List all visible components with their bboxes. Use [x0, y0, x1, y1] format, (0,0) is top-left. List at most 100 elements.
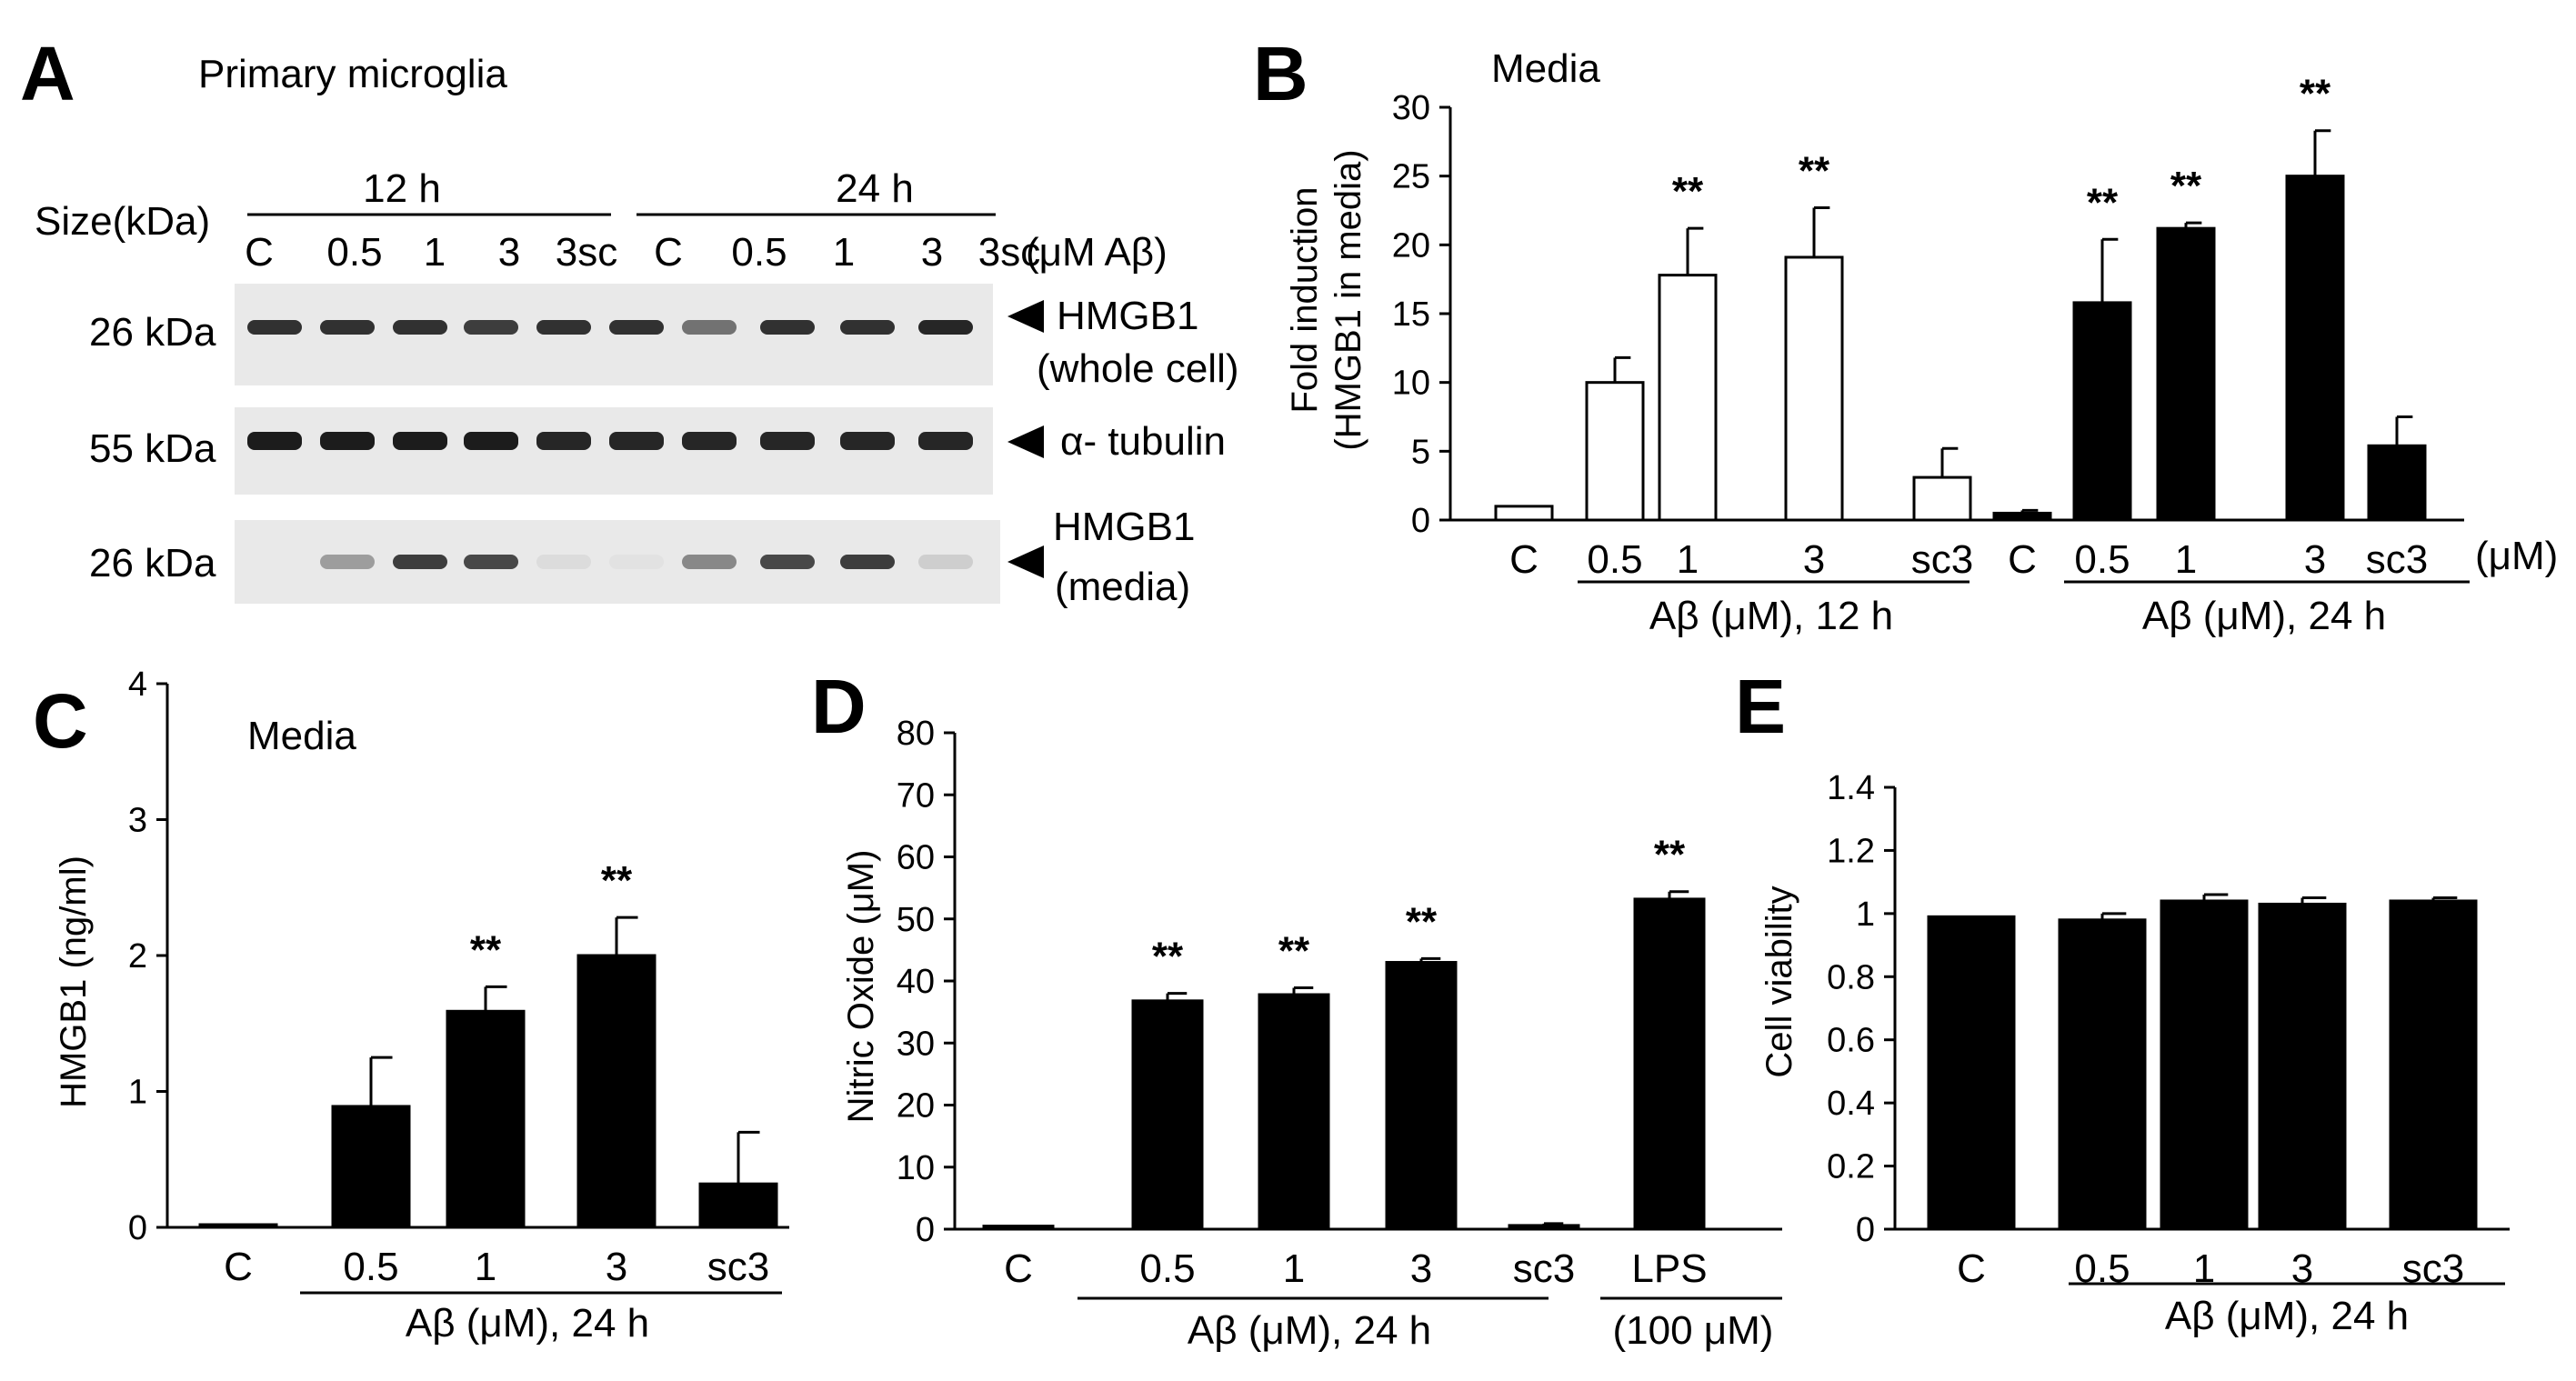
chart-b-ylabel-line1: Fold induction	[1285, 186, 1325, 413]
lane-label: 1	[424, 230, 446, 275]
significance-label: **	[1672, 169, 1704, 214]
x-tick-label: 3	[1803, 537, 1825, 582]
lane-label: 3sc	[978, 230, 1040, 275]
y-tick-label: 50	[897, 901, 935, 939]
significance-label: **	[2170, 164, 2202, 208]
blot-bands	[247, 320, 973, 569]
bar	[1633, 897, 1706, 1231]
significance-label: **	[2300, 72, 2331, 116]
lane-label: C	[245, 230, 274, 275]
y-tick-label: 1.2	[1827, 832, 1875, 870]
chart-b-title: Media	[1491, 46, 1600, 91]
bar	[2367, 444, 2427, 522]
panel-label-a: A	[20, 31, 75, 116]
panel-b: B Media Fold induction (HMGB1 in media) …	[1253, 31, 2558, 638]
bar	[1784, 255, 1844, 522]
panel-label-e: E	[1735, 664, 1786, 749]
y-tick-label: 30	[897, 1025, 935, 1063]
blot-band	[464, 432, 518, 450]
bar	[1585, 381, 1645, 522]
chart-b-unit: (μM)	[2475, 534, 2558, 578]
x-tick-label: 1	[475, 1245, 496, 1289]
bar	[2156, 226, 2216, 522]
x-tick-label: 0.5	[1139, 1246, 1195, 1291]
blot-band	[682, 432, 737, 450]
x-tick-label: 3	[606, 1245, 627, 1289]
significance-label: **	[1654, 833, 1686, 877]
blot-band	[760, 320, 815, 335]
chart-d-plot: 0 10 20 30 40 50 60 70 80 C ** 0.5 ** 1 ** 3 sc3 ** LPS	[897, 715, 1782, 1291]
y-tick-label: 1.4	[1827, 769, 1875, 807]
chart-c-plot: 0 1 2 3 4 C 0.5 ** 1 ** 3 sc3	[128, 665, 789, 1289]
y-tick-label: 10	[1392, 365, 1430, 403]
row-1-label-line2: (whole cell)	[1037, 346, 1239, 391]
panel-a: A Primary microglia Size(kDa) 12 h 24 h …	[20, 31, 1239, 609]
x-tick-label: 0.5	[1587, 537, 1642, 582]
bar	[1508, 1224, 1580, 1231]
bar	[2160, 899, 2249, 1231]
y-tick-label: 0.8	[1827, 958, 1875, 996]
y-tick-label: 0	[1411, 502, 1430, 540]
blot-band	[609, 320, 664, 335]
blot-band	[464, 555, 518, 569]
lane-label: C	[654, 230, 683, 275]
chart-b-group-label-24h: Aβ (μM), 24 h	[2142, 594, 2386, 638]
lane-label: 0.5	[731, 230, 787, 275]
y-tick-label: 15	[1392, 295, 1430, 334]
bar	[1927, 915, 2016, 1231]
x-tick-label: sc3	[1911, 537, 1973, 582]
lane-labels: C 0.5 1 3 3sc C 0.5 1 3 3sc	[245, 230, 1040, 275]
blot-band	[840, 320, 895, 335]
significance-label: **	[1278, 929, 1310, 974]
x-tick-label: C	[1509, 537, 1539, 582]
blot-band	[760, 432, 815, 450]
y-tick-label: 0	[128, 1209, 147, 1247]
time-label-24h: 24 h	[836, 166, 914, 211]
blot-band	[918, 555, 973, 569]
row-1-label-line1: HMGB1	[1057, 294, 1198, 338]
size-header: Size(kDa)	[35, 199, 210, 244]
y-tick-label: 30	[1392, 89, 1430, 127]
bar	[331, 1105, 411, 1229]
blot-band	[320, 432, 375, 450]
significance-label: **	[2087, 180, 2119, 225]
blot-band	[464, 320, 518, 335]
blot-band	[247, 320, 302, 335]
x-tick-label: 0.5	[343, 1245, 398, 1289]
blot-strip-tubulin	[235, 407, 993, 495]
blot-band	[609, 555, 664, 569]
blot-band	[247, 432, 302, 450]
bar	[1385, 961, 1458, 1231]
x-tick-label: sc3	[1513, 1246, 1575, 1291]
panel-e: E Cell viability 00.20.40.60.811.21.4C 0.…	[1735, 664, 2510, 1338]
y-tick-label: 2	[128, 937, 147, 976]
bar	[2389, 899, 2478, 1231]
y-tick-label: 60	[897, 839, 935, 877]
panel-label-d: D	[811, 664, 867, 749]
blot-size-row-1: 26 kDa	[89, 310, 216, 355]
lane-unit: (μM Aβ)	[1026, 230, 1168, 275]
bar	[1912, 475, 1972, 522]
blot-band	[536, 320, 591, 335]
y-tick-label: 20	[897, 1087, 935, 1126]
blot-band	[536, 555, 591, 569]
blot-band	[760, 555, 815, 569]
y-tick-label: 0.6	[1827, 1022, 1875, 1060]
blot-band	[320, 555, 375, 569]
y-tick-label: 10	[897, 1149, 935, 1187]
y-tick-label: 20	[1392, 226, 1430, 265]
chart-b-group-label-12h: Aβ (μM), 12 h	[1649, 594, 1893, 638]
bar	[446, 1009, 526, 1229]
y-tick-label: 25	[1392, 158, 1430, 196]
bar	[2285, 175, 2345, 522]
significance-label: **	[1152, 935, 1184, 979]
x-tick-label: 1	[2175, 537, 2197, 582]
blot-band	[609, 432, 664, 450]
blot-band	[840, 555, 895, 569]
x-tick-label: C	[1004, 1246, 1033, 1291]
blot-band	[840, 432, 895, 450]
y-tick-label: 3	[128, 802, 147, 840]
y-tick-label: 0.2	[1827, 1148, 1875, 1186]
bar	[1658, 274, 1718, 522]
row-3-label-line1: HMGB1	[1053, 505, 1195, 549]
